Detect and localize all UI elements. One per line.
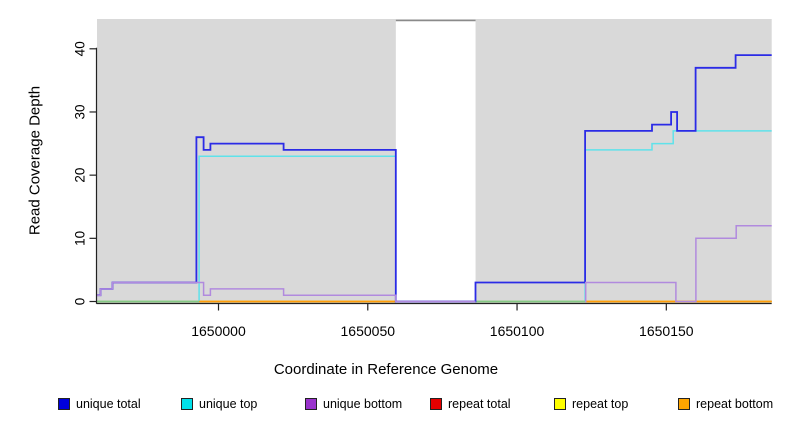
x-tick-label: 1650150	[639, 323, 694, 339]
y-tick-label: 40	[73, 41, 88, 56]
y-tick-label: 20	[73, 168, 88, 183]
no-data-band	[395, 20, 476, 303]
x-tick-label: 1650050	[341, 323, 396, 339]
y-axis-title: Read Coverage Depth	[26, 85, 44, 236]
series-line-unique-bottom	[584, 224, 772, 303]
x-tick-label: 1650000	[191, 323, 246, 339]
x-axis-title: Coordinate in Reference Genome	[273, 361, 499, 378]
series-line-unique-bottom	[97, 281, 476, 303]
x-tick-label: 1650100	[490, 323, 545, 339]
y-tick-label: 10	[73, 231, 88, 246]
y-tick-label: 0	[73, 298, 88, 306]
y-tick-label: 30	[73, 104, 88, 119]
